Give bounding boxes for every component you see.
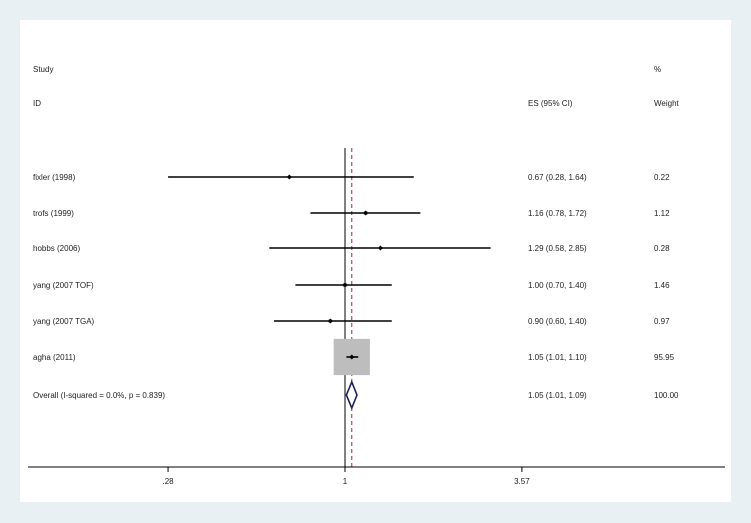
- es-ci-value: 0.90 (0.60, 1.40): [528, 317, 587, 326]
- x-axis: .28 1 3.57: [28, 466, 725, 486]
- es-ci-value: 1.16 (0.78, 1.72): [528, 209, 587, 218]
- point-estimate: [342, 282, 348, 288]
- header-id: ID: [33, 99, 41, 108]
- x-tick-label: 3.57: [514, 477, 530, 486]
- weight-value: 0.97: [654, 317, 670, 326]
- x-tick-label: 1: [343, 477, 348, 486]
- point-estimate: [286, 174, 292, 180]
- study-rows: fixler (1998) 0.67 (0.28, 1.64) 0.22 trofs …: [33, 148, 679, 467]
- point-estimate: [327, 318, 333, 324]
- weight-value: 1.46: [654, 281, 670, 290]
- es-ci-value: 0.67 (0.28, 1.64): [528, 173, 587, 182]
- header-weight: Weight: [654, 99, 680, 108]
- forest-plot: Study ID ES (95% CI) % Weight fixler (19…: [28, 65, 725, 486]
- point-estimate: [363, 210, 369, 216]
- weight-value: 95.95: [654, 353, 675, 362]
- es-ci-value: 1.00 (0.70, 1.40): [528, 281, 587, 290]
- weight-value: 0.28: [654, 244, 670, 253]
- study-label: yang (2007 TOF): [33, 281, 94, 290]
- study-label: hobbs (2006): [33, 244, 80, 253]
- x-tick-label: .28: [162, 477, 174, 486]
- study-label: agha (2011): [33, 353, 76, 362]
- study-label: trofs (1999): [33, 209, 74, 218]
- es-ci-value: 1.29 (0.58, 2.85): [528, 244, 587, 253]
- weight-value: 1.12: [654, 209, 670, 218]
- overall-diamond: [345, 379, 358, 411]
- overall-label: Overall (I-squared = 0.0%, p = 0.839): [33, 391, 165, 400]
- es-ci-value: 1.05 (1.01, 1.10): [528, 353, 587, 362]
- overall-weight-value: 100.00: [654, 391, 679, 400]
- overall-es-value: 1.05 (1.01, 1.09): [528, 391, 587, 400]
- header-es: ES (95% CI): [528, 99, 573, 108]
- weight-value: 0.22: [654, 173, 670, 182]
- study-label: yang (2007 TGA): [33, 317, 95, 326]
- header-percent: %: [654, 65, 661, 74]
- header-study: Study: [33, 65, 53, 74]
- point-estimate: [349, 354, 355, 360]
- plot-area: Study ID ES (95% CI) % Weight fixler (19…: [20, 20, 731, 502]
- study-label: fixler (1998): [33, 173, 76, 182]
- point-estimate: [377, 245, 383, 251]
